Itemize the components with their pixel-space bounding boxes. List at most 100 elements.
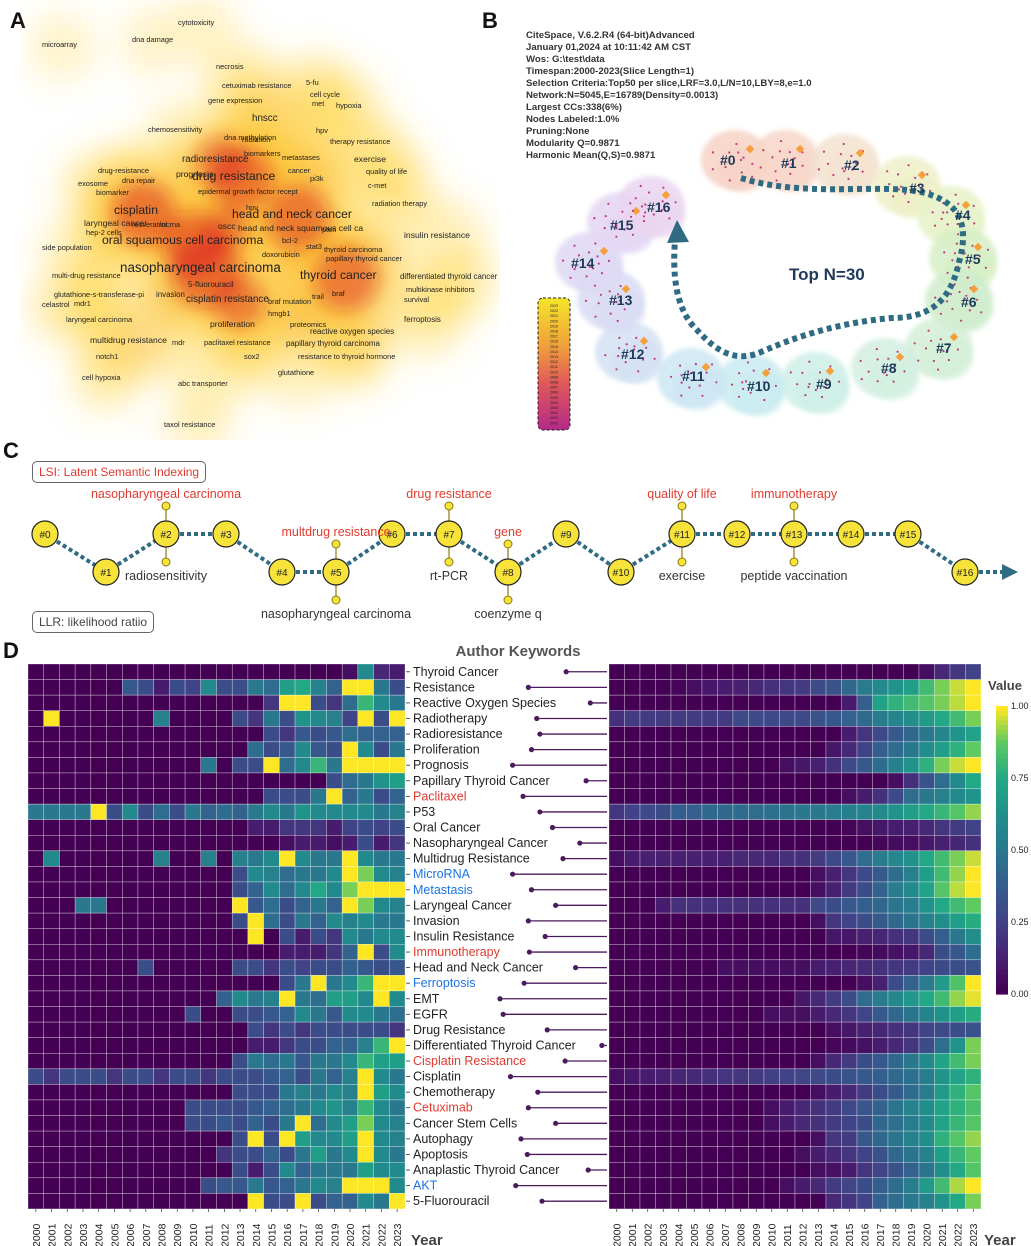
heatmap-cell (43, 772, 60, 789)
panel-letter-d: D (3, 638, 19, 663)
heatmap-cell (655, 850, 672, 867)
heatmap-cell (872, 1099, 889, 1116)
heatmap-cell (27, 835, 44, 852)
heatmap-cell (326, 928, 343, 945)
heatmap-cell (357, 850, 374, 867)
heatmap-cell (748, 726, 765, 743)
heatmap-cell (169, 710, 186, 727)
node-dot (738, 372, 741, 375)
heatmap-cell (137, 1021, 154, 1038)
lollipop-dot (524, 1151, 530, 1158)
heatmap-cell (357, 897, 374, 914)
heatmap-cell (231, 975, 249, 992)
heatmap-cell (263, 928, 280, 945)
heatmap-cell (294, 866, 312, 883)
heatmap-cell (341, 897, 359, 914)
cluster-node-6: #6 (378, 520, 406, 548)
node-dot (694, 363, 697, 366)
heatmap-cell (263, 897, 280, 914)
row-label: Apoptosis (413, 1147, 468, 1161)
legend-year: 2018 (550, 330, 558, 334)
heatmap-cell (655, 694, 672, 711)
heatmap-cell (748, 944, 765, 961)
heatmap-cell (90, 710, 107, 727)
node-dot (633, 345, 636, 348)
heatmap-cell (779, 912, 796, 929)
node-dot (604, 215, 607, 218)
x-tick-label: 2011 (782, 1224, 794, 1246)
heatmap-cell (639, 1115, 656, 1132)
heatmap-cell (326, 1193, 343, 1210)
node-dot (892, 380, 895, 383)
heatmap-cell (887, 1021, 904, 1038)
heatmap-cell (624, 866, 641, 883)
cluster-10 (717, 354, 785, 416)
heatmap-cell (357, 866, 374, 883)
legend-year: 2021 (550, 314, 558, 318)
heatmap-cell (655, 1177, 672, 1194)
heatmap-cell (59, 1084, 76, 1101)
heatmap-cell (106, 1006, 123, 1023)
node-dot (634, 197, 637, 200)
node-dot (615, 224, 618, 227)
heatmap-cell (655, 1021, 672, 1038)
heatmap-cell (43, 881, 60, 898)
cluster-label: #5 (965, 251, 981, 267)
node-dot (951, 259, 954, 262)
hub-node (701, 362, 711, 372)
heatmap-cell (326, 975, 343, 992)
heatmap-cell (279, 757, 296, 774)
node-dot (662, 186, 665, 189)
heatmap-cell (27, 1161, 44, 1179)
cluster-node-label: #14 (843, 530, 860, 541)
heatmap-cell (608, 1177, 625, 1194)
heatmap-cell (732, 1130, 749, 1147)
heatmap-cell (887, 959, 904, 976)
heatmap-cell (810, 1084, 827, 1101)
heatmap-cell (686, 1068, 703, 1085)
heatmap-cell (122, 1177, 139, 1194)
hub-node (639, 336, 649, 346)
heatmap-cell (122, 1006, 139, 1023)
heatmap-cell (27, 788, 44, 805)
heatmap-cell (310, 1021, 327, 1038)
heatmap-cell (608, 912, 625, 929)
heatmap-cell (294, 710, 312, 727)
node-dot (637, 370, 640, 373)
heatmap-cell (965, 975, 982, 992)
heatmap-cell (122, 850, 139, 867)
heatmap-cell (279, 897, 296, 914)
llr-term: radiosensitivity (125, 569, 208, 583)
term-label: survival (404, 295, 429, 304)
heatmap-cell (184, 757, 202, 774)
heatmap-cell (934, 1084, 951, 1101)
lollipop-dot (513, 1182, 519, 1189)
heatmap-cell (137, 1084, 154, 1101)
heatmap-cell (717, 850, 734, 867)
heatmap-cell (310, 1193, 327, 1210)
node-dot (837, 380, 841, 383)
heatmap-cell (872, 819, 889, 836)
heatmap-cell (825, 850, 842, 867)
heatmap-cell (106, 726, 123, 743)
heatmap-cell (841, 1053, 858, 1070)
heatmap-cell (294, 1099, 312, 1116)
heatmap-cell (74, 1130, 92, 1147)
heatmap-cell (717, 788, 734, 805)
heatmap-cell (389, 788, 406, 805)
legend-year: 2004 (550, 401, 558, 405)
heatmap-cell (794, 726, 811, 743)
heatmap-cell (918, 694, 935, 711)
heatmap-cell (341, 726, 359, 743)
heatmap-cell (122, 1068, 139, 1085)
heatmap-cell (794, 912, 811, 929)
heatmap-cell (27, 741, 44, 758)
term-label: biomarker (96, 188, 129, 197)
heatmap-cell (216, 835, 233, 852)
heatmap-cell (184, 1130, 202, 1147)
node-dot (883, 371, 886, 374)
cluster-node-15: #15 (894, 520, 922, 548)
heatmap-cell (965, 1021, 982, 1038)
heatmap-cell (934, 1130, 951, 1147)
cluster-node-9: #9 (552, 520, 580, 548)
